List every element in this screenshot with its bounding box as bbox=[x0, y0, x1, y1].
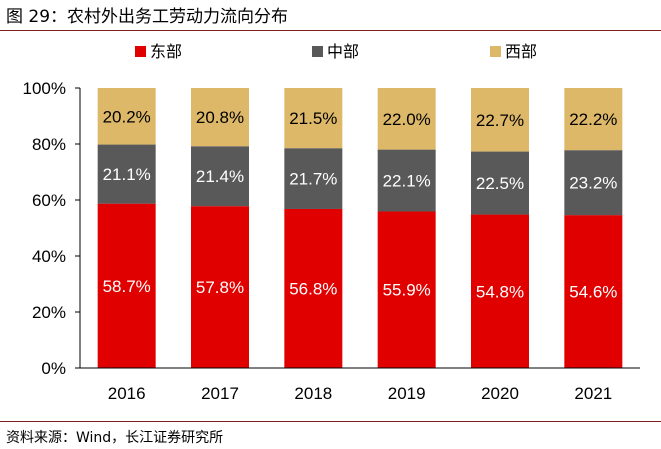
bar-segment bbox=[284, 148, 343, 209]
bar-segment bbox=[471, 151, 529, 215]
bar-segment bbox=[377, 211, 436, 368]
x-tick-label: 2016 bbox=[108, 384, 146, 403]
data-label: 21.7% bbox=[289, 170, 337, 189]
y-tick-label: 40% bbox=[32, 247, 66, 266]
bar-segment bbox=[97, 203, 156, 368]
x-tick-label: 2021 bbox=[574, 384, 612, 403]
x-tick-label: 2019 bbox=[388, 384, 426, 403]
data-label: 22.5% bbox=[476, 174, 524, 193]
bar-segment bbox=[564, 88, 623, 151]
legend-label: 西部 bbox=[505, 43, 537, 61]
data-label: 20.8% bbox=[196, 108, 244, 127]
title-divider bbox=[0, 30, 661, 31]
data-label: 56.8% bbox=[289, 279, 337, 298]
data-label: 21.1% bbox=[103, 165, 151, 184]
bar-segment bbox=[191, 206, 249, 368]
source-note: 资料来源：Wind，长江证券研究所 bbox=[6, 430, 224, 446]
data-label: 54.8% bbox=[476, 282, 524, 301]
y-tick-label: 60% bbox=[32, 191, 66, 210]
bars: 58.7% 21.1% 20.2% 57.8% 21.4% 20.8% 56.8% 21.7%… bbox=[97, 88, 623, 368]
bar-segment bbox=[97, 88, 156, 145]
axes: 2016 2017 2018 2019 2020 2021 0% 20% 40% 60% 80% 10… bbox=[23, 79, 640, 403]
x-tick-label: 2018 bbox=[294, 384, 332, 403]
legend-swatch bbox=[135, 46, 146, 57]
data-label: 58.7% bbox=[103, 277, 151, 296]
y-tick-label: 80% bbox=[32, 135, 66, 154]
y-tick-label: 100% bbox=[23, 79, 66, 98]
x-tick-label: 2017 bbox=[201, 384, 239, 403]
data-label: 54.6% bbox=[569, 283, 617, 302]
y-tick-label: 20% bbox=[32, 303, 66, 322]
bar-segment bbox=[284, 88, 343, 149]
data-label: 20.2% bbox=[103, 107, 151, 126]
bar-segment bbox=[564, 150, 623, 216]
bar-segment bbox=[191, 146, 249, 207]
bar-segment bbox=[471, 88, 529, 152]
data-label: 21.4% bbox=[196, 167, 244, 186]
legend-label: 中部 bbox=[327, 43, 359, 61]
y-tick-label: 0% bbox=[41, 359, 66, 378]
x-tick-label: 2020 bbox=[481, 384, 519, 403]
bar-segment bbox=[377, 149, 436, 212]
data-label: 23.2% bbox=[569, 174, 617, 193]
data-label: 22.1% bbox=[383, 172, 431, 191]
figure-title: 图 29：农村外出务工劳动力流向分布 bbox=[6, 7, 289, 27]
legend-label: 东部 bbox=[150, 43, 182, 61]
data-label: 22.7% bbox=[476, 111, 524, 130]
legend: 东部 中部 西部 bbox=[135, 43, 537, 61]
data-label: 22.0% bbox=[383, 110, 431, 129]
bar-segment bbox=[191, 88, 249, 147]
legend-swatch bbox=[490, 46, 501, 57]
data-label: 57.8% bbox=[196, 278, 244, 297]
legend-swatch bbox=[312, 46, 323, 57]
bar-segment bbox=[471, 214, 529, 368]
data-label: 21.5% bbox=[289, 109, 337, 128]
bar-segment bbox=[377, 88, 436, 150]
stacked-bar-chart: 东部 中部 西部 58.7% 21.1% 20.2% 57.8% 21.4% 20.8% 56.… bbox=[23, 43, 640, 403]
bar-segment bbox=[564, 215, 623, 368]
data-label: 55.9% bbox=[383, 281, 431, 300]
bar-segment bbox=[284, 208, 343, 368]
footer-divider bbox=[0, 421, 661, 422]
bar-segment bbox=[97, 144, 156, 204]
data-label: 22.2% bbox=[569, 110, 617, 129]
